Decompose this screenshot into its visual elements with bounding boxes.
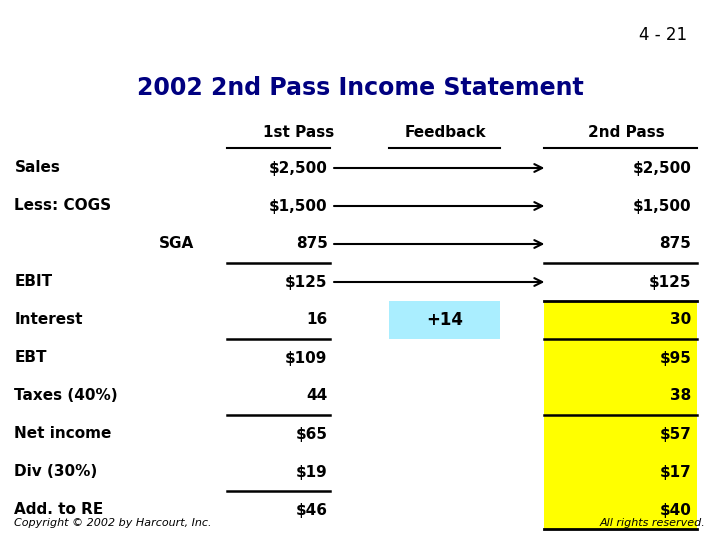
Text: SGA: SGA (158, 237, 194, 252)
Text: $57: $57 (660, 427, 691, 442)
Text: $2,500: $2,500 (269, 160, 328, 176)
Text: 2002 2nd Pass Income Statement: 2002 2nd Pass Income Statement (137, 76, 583, 100)
Text: All rights reserved.: All rights reserved. (600, 518, 706, 528)
Text: $46: $46 (296, 503, 328, 517)
Text: $95: $95 (660, 350, 691, 366)
Text: +14: +14 (426, 311, 464, 329)
Text: 875: 875 (660, 237, 691, 252)
Text: $2,500: $2,500 (632, 160, 691, 176)
Text: 2nd Pass: 2nd Pass (588, 125, 665, 140)
Text: $1,500: $1,500 (269, 199, 328, 213)
Text: Less: COGS: Less: COGS (14, 199, 112, 213)
Text: 4 - 21: 4 - 21 (639, 26, 688, 44)
Text: 44: 44 (306, 388, 328, 403)
Text: 1st Pass: 1st Pass (264, 125, 334, 140)
Text: EBT: EBT (14, 350, 47, 366)
Text: $109: $109 (285, 350, 328, 366)
Text: Taxes (40%): Taxes (40%) (14, 388, 118, 403)
Text: $65: $65 (296, 427, 328, 442)
Text: 38: 38 (670, 388, 691, 403)
Text: Add. to RE: Add. to RE (14, 503, 104, 517)
Text: $1,500: $1,500 (633, 199, 691, 213)
Text: Copyright © 2002 by Harcourt, Inc.: Copyright © 2002 by Harcourt, Inc. (14, 518, 212, 528)
Text: 875: 875 (296, 237, 328, 252)
Text: 16: 16 (306, 313, 328, 327)
Text: Interest: Interest (14, 313, 83, 327)
Text: 30: 30 (670, 313, 691, 327)
Text: EBIT: EBIT (14, 274, 53, 289)
Text: Sales: Sales (14, 160, 60, 176)
Text: $19: $19 (296, 464, 328, 480)
Text: $125: $125 (285, 274, 328, 289)
Text: Feedback: Feedback (404, 125, 486, 140)
Text: Net income: Net income (14, 427, 112, 442)
Text: $125: $125 (649, 274, 691, 289)
Text: $17: $17 (660, 464, 691, 480)
Text: $40: $40 (660, 503, 691, 517)
Text: Div (30%): Div (30%) (14, 464, 98, 480)
